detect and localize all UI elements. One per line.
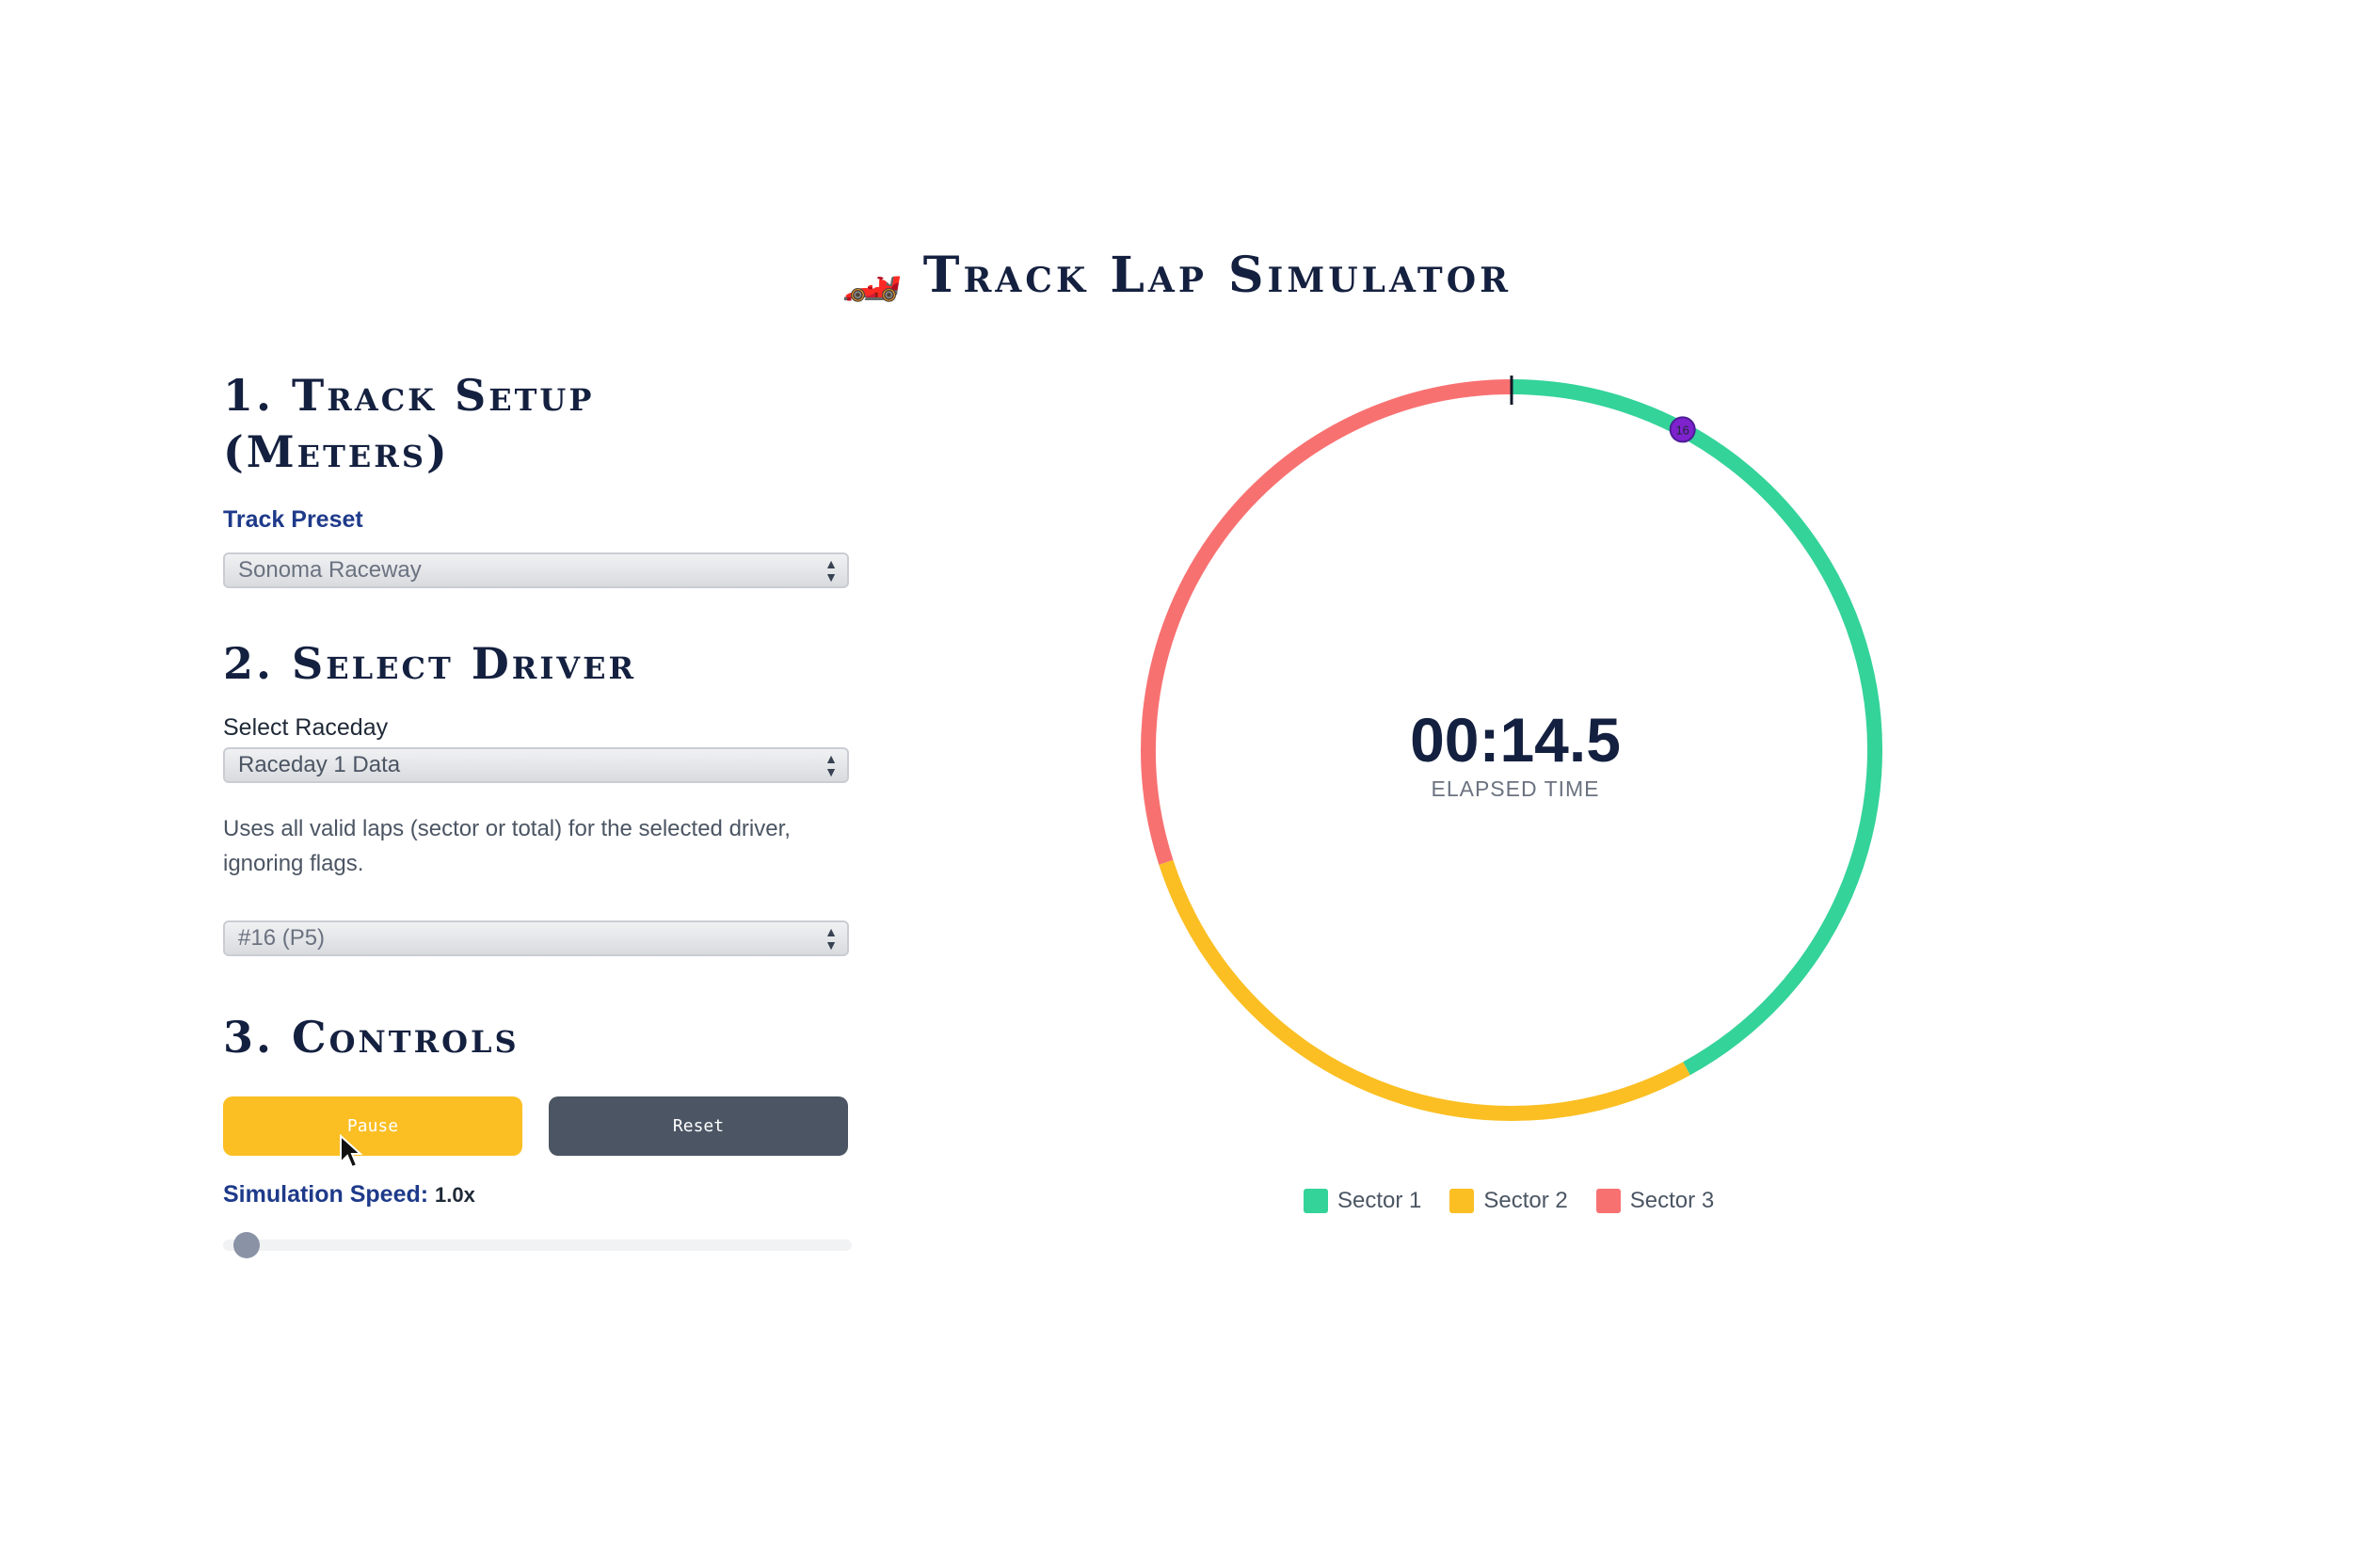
driver-select[interactable]: #16 (P5) ▲ ▼ <box>223 920 849 956</box>
driver-value: #16 (P5) <box>238 925 326 951</box>
car-number-label: 16 <box>1675 423 1689 437</box>
race-car-icon: 🏎️ <box>841 247 906 304</box>
raceday-value: Raceday 1 Data <box>238 752 401 777</box>
app-title-text: Track Lap Simulator <box>922 247 1512 304</box>
legend-label: Sector 3 <box>1629 1188 1715 1213</box>
legend-swatch <box>1304 1189 1328 1213</box>
legend-label: Sector 2 <box>1483 1188 1568 1213</box>
simulation-speed-value: 1.0x <box>435 1183 475 1207</box>
legend-swatch <box>1449 1189 1475 1213</box>
simulation-speed-row: Simulation Speed: 1.0x <box>223 1181 475 1208</box>
car-marker: 16 <box>1669 416 1696 443</box>
track-preset-select[interactable]: Sonoma Raceway ▲ ▼ <box>223 552 849 588</box>
select-arrows-icon: ▲ ▼ <box>824 556 838 584</box>
track-preset-label: Track Preset <box>223 506 363 533</box>
legend-item-sector-3: Sector 3 <box>1595 1188 1715 1214</box>
raceday-select[interactable]: Raceday 1 Data ▲ ▼ <box>223 747 849 783</box>
elapsed-time-label: ELAPSED TIME <box>1431 776 1600 801</box>
legend-label: Sector 1 <box>1337 1188 1422 1213</box>
reset-button[interactable]: Reset <box>549 1096 848 1156</box>
speed-slider-track[interactable] <box>223 1240 852 1251</box>
legend-item-sector-1: Sector 1 <box>1304 1188 1421 1214</box>
help-text-line2: ignoring flags. <box>223 851 364 876</box>
legend-item-sector-2: Sector 2 <box>1449 1188 1568 1214</box>
help-text: Uses all valid laps (sector or total) fo… <box>223 811 854 881</box>
track-setup-heading-line1: 1. Track Setup <box>223 370 595 421</box>
controls-heading: 3. Controls <box>223 1012 520 1063</box>
speed-slider-thumb[interactable] <box>233 1232 260 1258</box>
elapsed-time-value: 00:14.5 <box>1410 705 1621 775</box>
track-preset-value: Sonoma Raceway <box>238 557 422 583</box>
pause-button[interactable]: Pause <box>223 1096 522 1156</box>
sector-2-arc <box>1159 859 1690 1121</box>
app-title: 🏎️ Track Lap Simulator <box>0 247 2353 304</box>
car-dot <box>1669 416 1696 443</box>
legend-swatch <box>1595 1189 1621 1213</box>
sector-legend: Sector 1 Sector 2 Sector 3 <box>1304 1188 1714 1214</box>
mouse-cursor-icon <box>340 1134 363 1169</box>
help-text-line1: Uses all valid laps (sector or total) fo… <box>223 816 791 841</box>
select-driver-heading: 2. Select Driver <box>223 638 637 689</box>
raceday-label: Select Raceday <box>223 714 389 741</box>
track-setup-heading-line2: (Meters) <box>223 426 450 477</box>
select-arrows-icon: ▲ ▼ <box>824 751 838 779</box>
track-setup-heading: 1. Track Setup (Meters) <box>223 367 854 480</box>
select-arrows-icon: ▲ ▼ <box>824 924 838 952</box>
left-panel: 1. Track Setup (Meters) Track Preset Son… <box>223 367 854 1065</box>
simulation-speed-label: Simulation Speed: <box>223 1181 429 1208</box>
